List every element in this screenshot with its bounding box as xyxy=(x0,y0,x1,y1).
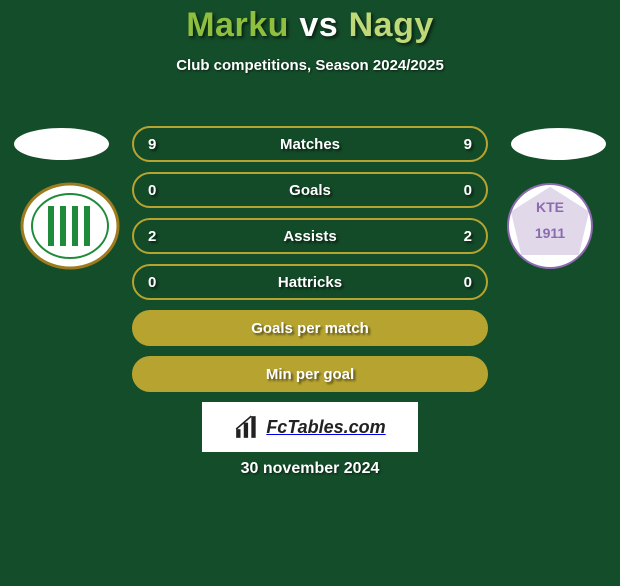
player2-club-crest: KTE 1911 xyxy=(500,182,600,270)
stat-label: Goals per match xyxy=(251,320,369,337)
player2-name: Nagy xyxy=(349,6,434,44)
stat-label: Goals xyxy=(289,182,331,199)
player1-flag xyxy=(14,128,109,160)
stat-value-right: 0 xyxy=(464,274,472,291)
player1-name: Marku xyxy=(186,6,289,44)
svg-text:1911: 1911 xyxy=(535,225,566,241)
vs-label: vs xyxy=(299,6,338,44)
stat-row-assists: 2 Assists 2 xyxy=(132,218,488,254)
branding-text: FcTables.com xyxy=(266,417,385,438)
stat-value-right: 0 xyxy=(464,182,472,199)
date-label: 30 november 2024 xyxy=(0,460,620,478)
stat-row-hattricks: 0 Hattricks 0 xyxy=(132,264,488,300)
svg-text:KTE: KTE xyxy=(536,199,564,215)
stat-label: Hattricks xyxy=(278,274,342,291)
stat-label: Min per goal xyxy=(266,366,354,383)
stat-value-right: 9 xyxy=(464,136,472,153)
stat-label: Matches xyxy=(280,136,340,153)
stat-row-gpm: Goals per match xyxy=(132,310,488,346)
stat-value-right: 2 xyxy=(464,228,472,245)
page-title: Marku vs Nagy xyxy=(0,6,620,45)
stat-value-left: 0 xyxy=(148,182,156,199)
stat-row-matches: 9 Matches 9 xyxy=(132,126,488,162)
fctables-link[interactable]: FcTables.com xyxy=(202,402,418,452)
stat-value-left: 9 xyxy=(148,136,156,153)
player2-flag xyxy=(511,128,606,160)
stats-container: 9 Matches 9 0 Goals 0 2 Assists 2 0 Hatt… xyxy=(132,126,488,402)
stat-value-left: 2 xyxy=(148,228,156,245)
player1-club-crest xyxy=(20,182,120,270)
subtitle: Club competitions, Season 2024/2025 xyxy=(0,57,620,74)
stat-row-goals: 0 Goals 0 xyxy=(132,172,488,208)
stat-label: Assists xyxy=(283,228,336,245)
stat-row-mpg: Min per goal xyxy=(132,356,488,392)
chart-icon xyxy=(234,414,260,440)
stat-value-left: 0 xyxy=(148,274,156,291)
